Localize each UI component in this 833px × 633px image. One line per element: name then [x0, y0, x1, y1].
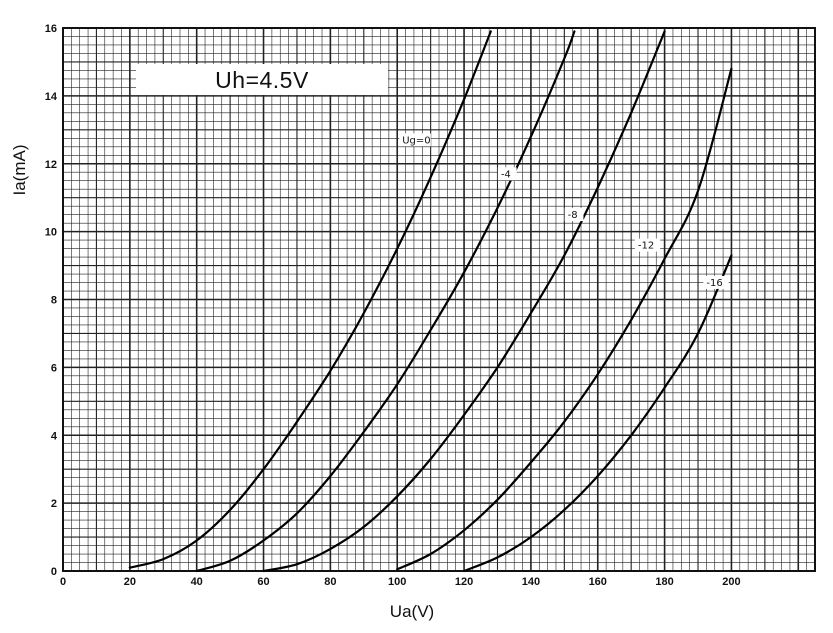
curve-line-ug-minus-16	[463, 254, 733, 573]
title-box-background	[136, 64, 388, 95]
y-tick-label: 4	[51, 430, 58, 442]
curve-label-background	[703, 275, 729, 289]
plot-border	[62, 27, 816, 572]
y-tick-label: 16	[45, 23, 57, 35]
curve-label-background	[634, 238, 661, 252]
curve-label: -16	[706, 278, 722, 289]
x-tick-label: 20	[124, 576, 136, 588]
curve-label-background	[497, 167, 517, 181]
x-tick-label: 100	[388, 576, 406, 588]
curve-label-background	[564, 208, 584, 222]
x-tick-label: 160	[589, 576, 607, 588]
curve-label: Ug=0	[402, 135, 430, 146]
y-tick-label: 14	[45, 91, 58, 103]
chart-title: Uh=4.5V	[215, 67, 309, 93]
y-tick-label: 8	[51, 295, 57, 307]
curve-labels: Ug=0 -4 -8 -12 -16	[399, 133, 729, 289]
curve-label-background	[399, 133, 431, 147]
curves	[128, 30, 733, 573]
curve-line-ug-minus-8	[262, 30, 666, 573]
curve-label: -12	[638, 241, 654, 252]
x-axis-title: Ua(V)	[390, 602, 434, 621]
x-tick-label: 180	[655, 576, 673, 588]
y-tick-label: 6	[51, 362, 57, 374]
y-tick-label: 12	[45, 159, 57, 171]
x-tick-label: 0	[60, 576, 66, 588]
x-tick-label: 120	[455, 576, 473, 588]
x-tick-label: 60	[257, 576, 269, 588]
x-tick-label: 80	[324, 576, 336, 588]
x-tick-label: 200	[722, 576, 740, 588]
x-tick-label: 140	[522, 576, 540, 588]
curve-line-ug-0	[128, 30, 492, 569]
plot-frame	[62, 27, 816, 572]
tick-labels: 0 20 40 60 80 100 120 140 160 180 200 0 2 4 6 8 10 12 14 16	[45, 23, 741, 588]
y-axis-title: Ia(mA)	[10, 145, 29, 196]
x-tick-label: 40	[191, 576, 203, 588]
y-tick-label: 0	[51, 566, 57, 578]
y-tick-label: 2	[51, 498, 57, 510]
curve-label: -8	[568, 210, 578, 221]
curve-line-ug-minus-4	[195, 30, 576, 573]
curve-label: -4	[501, 169, 511, 180]
chart-title-box: Uh=4.5V	[136, 64, 388, 95]
y-tick-label: 10	[45, 227, 57, 239]
curve-line-ug-minus-12	[396, 67, 733, 571]
